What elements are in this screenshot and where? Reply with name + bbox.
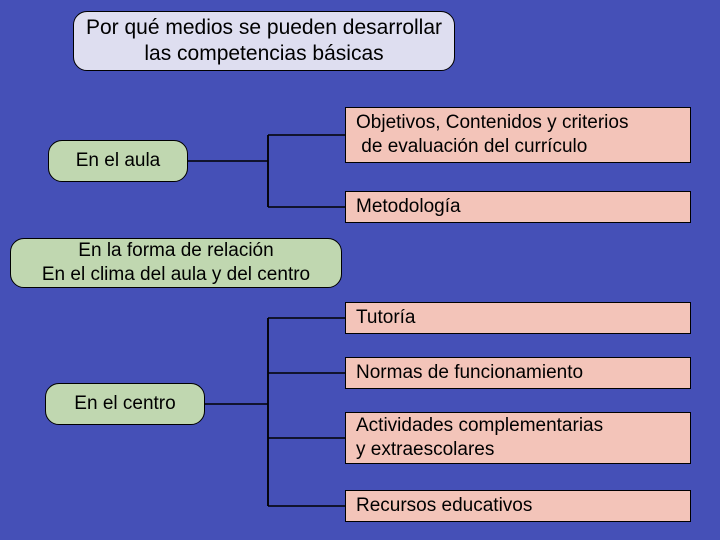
title-box: Por qué medios se pueden desarrollar las… (73, 11, 455, 71)
node-aula-label: En el aula (76, 149, 161, 173)
node-recursos: Recursos educativos (345, 490, 691, 522)
node-normas: Normas de funcionamiento (345, 357, 691, 389)
title-line1: Por qué medios se pueden desarrollar (86, 16, 442, 39)
node-relacion: En la forma de relación En el clima del … (10, 238, 342, 288)
node-recursos-label: Recursos educativos (356, 494, 532, 518)
node-tutoria: Tutoría (345, 302, 691, 334)
node-metodologia-label: Metodología (356, 195, 461, 219)
node-metodologia: Metodología (345, 191, 691, 223)
node-aula: En el aula (48, 140, 188, 182)
node-objetivos-line1: Objetivos, Contenidos y criterios (356, 112, 628, 133)
node-relacion-line2: En el clima del aula y del centro (42, 264, 310, 285)
node-normas-label: Normas de funcionamiento (356, 361, 583, 385)
node-centro: En el centro (45, 383, 205, 425)
node-centro-label: En el centro (74, 392, 175, 416)
node-actividades: Actividades complementarias y extraescol… (345, 412, 691, 464)
node-tutoria-label: Tutoría (356, 306, 416, 330)
title-line2: las competencias básicas (144, 42, 383, 65)
node-relacion-line1: En la forma de relación (78, 240, 273, 261)
node-actividades-line1: Actividades complementarias (356, 415, 603, 436)
node-objetivos-line2: de evaluación del currículo (361, 136, 587, 157)
node-objetivos: Objetivos, Contenidos y criterios de eva… (345, 107, 691, 163)
node-actividades-line2: y extraescolares (356, 439, 494, 460)
